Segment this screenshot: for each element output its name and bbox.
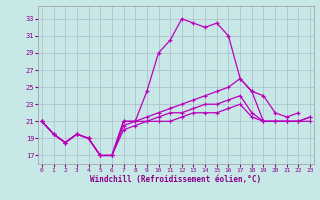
X-axis label: Windchill (Refroidissement éolien,°C): Windchill (Refroidissement éolien,°C)	[91, 175, 261, 184]
